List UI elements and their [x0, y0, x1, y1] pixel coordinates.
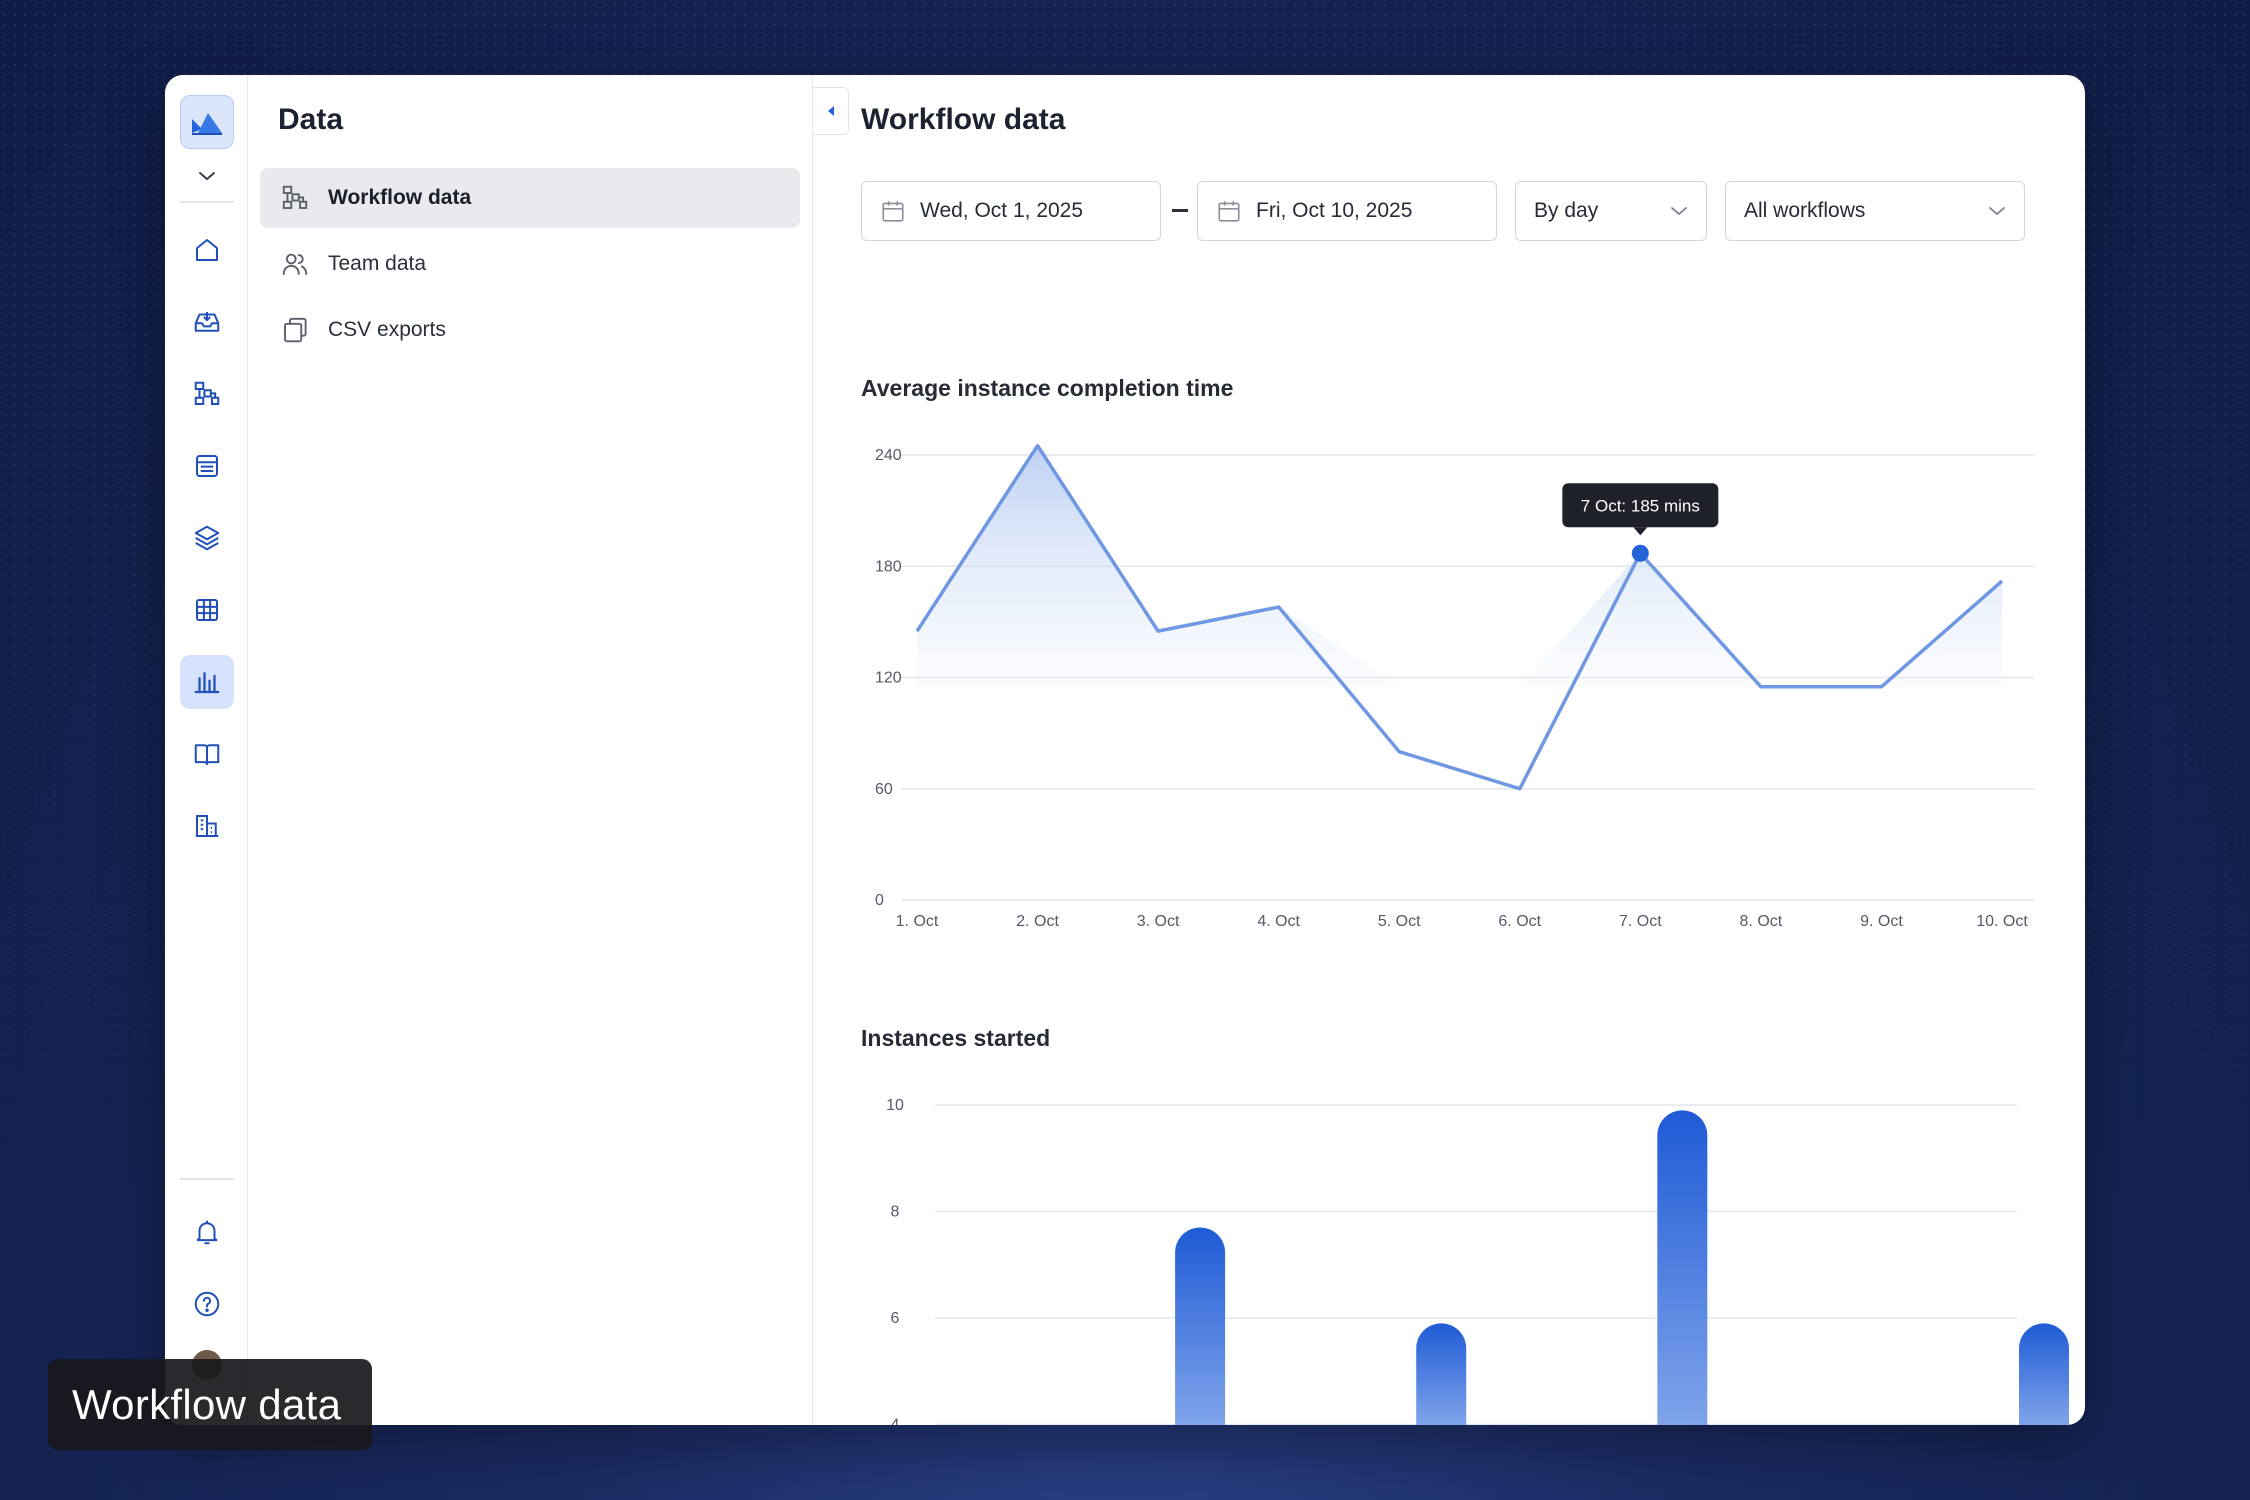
- chevron-down-icon: [1671, 207, 1687, 216]
- x-tick-label: 5. Oct: [1378, 913, 1421, 930]
- y-tick-label: 6: [891, 1310, 900, 1327]
- x-tick-label: 7. Oct: [1619, 913, 1662, 930]
- rail-analytics-button[interactable]: [180, 655, 234, 709]
- chevron-down-icon: [1989, 207, 2005, 216]
- bar[interactable]: [1657, 1110, 1708, 1425]
- app-logo[interactable]: [180, 95, 234, 149]
- granularity-value: By day: [1534, 199, 1599, 222]
- sidebar-item-csv-exports[interactable]: CSV exports: [260, 300, 800, 360]
- y-tick-label: 60: [875, 781, 893, 798]
- caret-left-icon: [827, 106, 834, 116]
- collapse-sidebar-button[interactable]: [813, 87, 849, 135]
- rail-organization-button[interactable]: [180, 799, 234, 853]
- data-point[interactable]: [1385, 738, 1413, 766]
- x-tick-label: 3. Oct: [1137, 913, 1180, 930]
- workflow-value: All workflows: [1744, 199, 1866, 222]
- rail-list-button[interactable]: [180, 439, 234, 493]
- workflow-select[interactable]: All workflows: [1725, 181, 2025, 241]
- inbox-icon: [194, 312, 220, 332]
- page-title: Workflow data: [861, 103, 1066, 136]
- logo-icon: [192, 113, 222, 135]
- workspace-switcher-chevron-icon[interactable]: [192, 161, 222, 191]
- caption-overlay: Workflow data: [48, 1359, 372, 1450]
- data-point[interactable]: [1988, 567, 2016, 595]
- rail-home-button[interactable]: [180, 223, 234, 277]
- start-date-picker[interactable]: Wed, Oct 1, 2025: [861, 181, 1161, 241]
- completion-time-chart: 0 60 120 180 240 1. Oct 2. Oct 3. Oct 4. Oct 5. O…: [875, 432, 2034, 930]
- bar[interactable]: [1416, 1323, 1467, 1425]
- table-icon: [196, 599, 218, 621]
- date-range-separator: [1172, 209, 1188, 212]
- building-icon: [195, 815, 219, 837]
- data-point[interactable]: [1265, 593, 1293, 621]
- x-tick-label: 6. Oct: [1498, 913, 1541, 930]
- y-tick-label: 8: [891, 1204, 900, 1221]
- instances-started-chart: 4 6 8 10: [886, 1097, 2069, 1426]
- book-icon: [194, 744, 220, 765]
- y-tick-label: 0: [875, 892, 884, 909]
- analytics-icon: [194, 672, 220, 694]
- data-point[interactable]: [903, 617, 931, 645]
- x-tick-label: 4. Oct: [1257, 913, 1300, 930]
- main-content: Workflow data Wed, Oct 1, 2025 Fri, Oct …: [861, 75, 2085, 1425]
- rail-notifications-button[interactable]: [180, 1205, 234, 1259]
- rail-divider-bottom: [180, 1178, 234, 1180]
- rail-help-button[interactable]: [180, 1277, 234, 1331]
- calendar-icon: [882, 201, 904, 222]
- list-icon: [196, 455, 218, 477]
- data-point[interactable]: [1867, 673, 1895, 701]
- data-point[interactable]: [1144, 617, 1172, 645]
- y-tick-label: 180: [875, 558, 902, 575]
- rail-workflows-button[interactable]: [180, 367, 234, 421]
- data-sidebar: Data Workflow data Team data CSV exports: [248, 75, 813, 1425]
- workflow-icon: [282, 185, 308, 209]
- data-point[interactable]: [1506, 775, 1534, 803]
- sidebar-item-label: Team data: [328, 252, 427, 275]
- rail-inbox-button[interactable]: [180, 295, 234, 349]
- y-tick-label: 4: [891, 1417, 900, 1426]
- data-point[interactable]: [1024, 432, 1052, 460]
- x-tick-label: 2. Oct: [1016, 913, 1059, 930]
- bar[interactable]: [2019, 1323, 2069, 1425]
- help-icon: [194, 1291, 220, 1317]
- completion-time-chart-title: Average instance completion time: [861, 375, 1234, 401]
- layers-icon: [194, 525, 220, 551]
- end-date-value: Fri, Oct 10, 2025: [1256, 199, 1413, 222]
- series-line: [915, 443, 2004, 791]
- rail-divider: [180, 201, 234, 203]
- workflow-icon: [194, 381, 220, 405]
- x-tick-label: 8. Oct: [1740, 913, 1783, 930]
- app-window: Data Workflow data Team data CSV exports…: [165, 75, 2085, 1425]
- calendar-icon: [1218, 201, 1240, 222]
- x-tick-label: 10. Oct: [1976, 913, 2028, 930]
- home-icon: [196, 239, 218, 261]
- sidebar-item-team-data[interactable]: Team data: [260, 234, 800, 294]
- sidebar-title: Data: [278, 103, 344, 136]
- tooltip-text: 7 Oct: 185 mins: [1581, 496, 1700, 515]
- highlighted-point[interactable]: [1631, 544, 1649, 562]
- chart-tooltip: 7 Oct: 185 mins: [1562, 483, 1719, 536]
- rail-docs-button[interactable]: [180, 727, 234, 781]
- y-tick-label: 120: [875, 670, 902, 687]
- instances-started-chart-title: Instances started: [861, 1025, 1051, 1051]
- start-date-value: Wed, Oct 1, 2025: [920, 199, 1084, 222]
- team-icon: [282, 253, 308, 275]
- granularity-select[interactable]: By day: [1515, 181, 1707, 241]
- rail-tables-button[interactable]: [180, 583, 234, 637]
- y-tick-label: 10: [886, 1097, 904, 1114]
- rail-layers-button[interactable]: [180, 511, 234, 565]
- y-tick-label: 240: [875, 447, 902, 464]
- end-date-picker[interactable]: Fri, Oct 10, 2025: [1197, 181, 1497, 241]
- bar[interactable]: [1175, 1227, 1226, 1425]
- sidebar-item-label: Workflow data: [328, 186, 472, 209]
- icon-rail: [165, 75, 248, 1425]
- x-tick-label: 1. Oct: [896, 913, 939, 930]
- sidebar-item-label: CSV exports: [328, 318, 446, 341]
- sidebar-item-workflow-data[interactable]: Workflow data: [260, 168, 800, 228]
- data-point[interactable]: [1747, 673, 1775, 701]
- x-tick-label: 9. Oct: [1860, 913, 1903, 930]
- bell-icon: [196, 1220, 218, 1245]
- copy-icon: [284, 317, 307, 343]
